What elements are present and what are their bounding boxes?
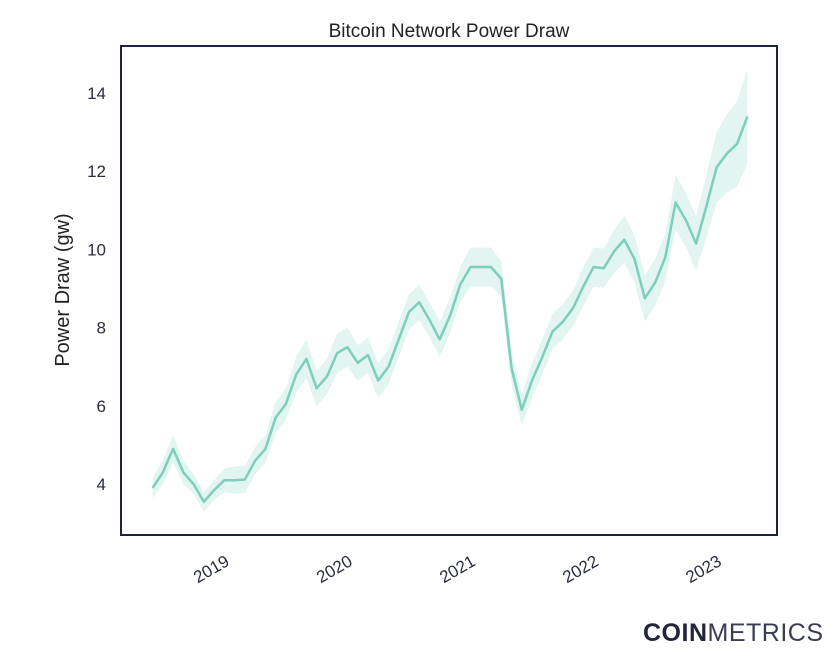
y-axis-label: Power Draw (gw) — [52, 213, 74, 366]
y-tick-label: 8 — [97, 319, 106, 338]
x-tick-label: 2020 — [313, 552, 355, 587]
y-tick-label: 10 — [87, 240, 106, 259]
y-tick-label: 4 — [97, 475, 106, 494]
y-tick-label: 12 — [87, 162, 106, 181]
chart-title: Bitcoin Network Power Draw — [329, 21, 570, 42]
x-tick-label: 2019 — [190, 552, 232, 587]
plot-frame — [120, 45, 778, 536]
x-tick-label: 2022 — [559, 552, 601, 587]
confidence-band — [152, 69, 748, 512]
y-tick-label: 14 — [87, 84, 106, 103]
coinmetrics-logo: COINMETRICS — [643, 619, 824, 647]
x-tick-label: 2023 — [682, 552, 724, 587]
y-tick-label: 6 — [97, 397, 106, 416]
power-draw-line — [151, 115, 749, 503]
x-tick-label: 2021 — [436, 552, 478, 587]
